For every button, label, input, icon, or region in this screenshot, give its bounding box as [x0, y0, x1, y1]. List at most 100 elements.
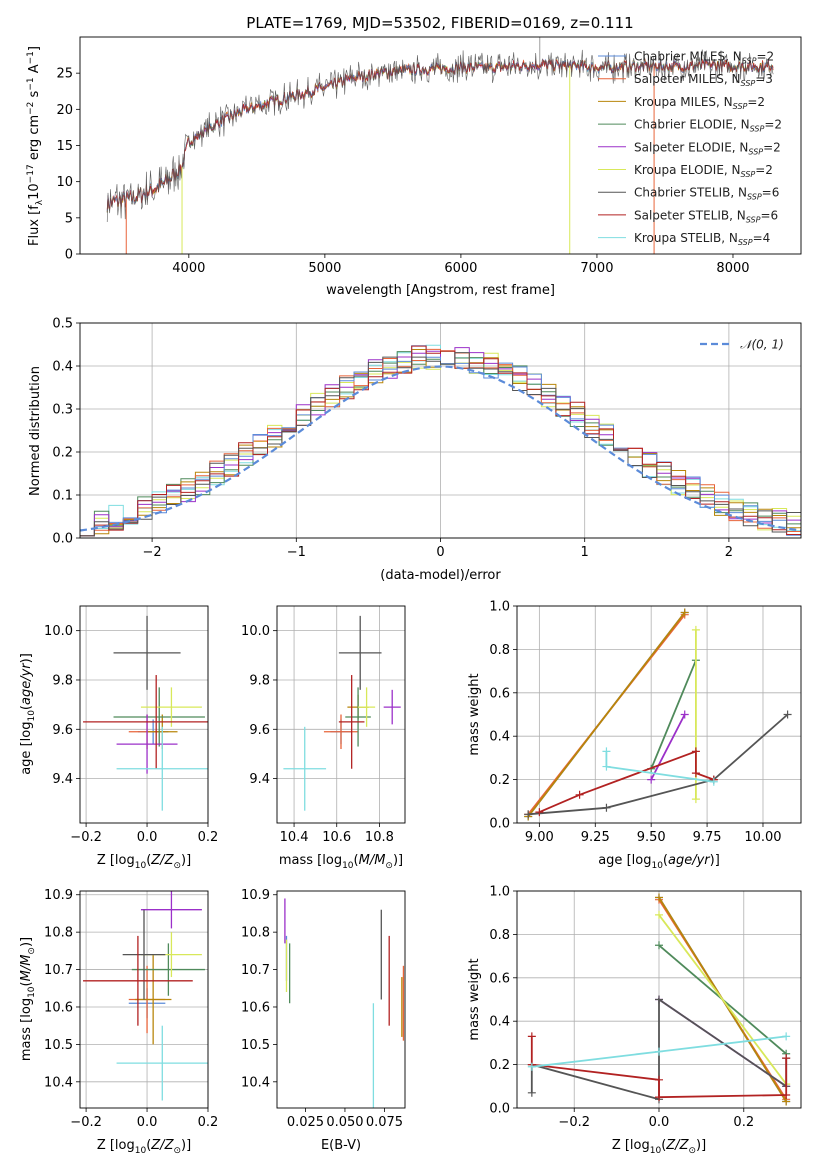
y-tick-label: 0.3	[52, 403, 73, 418]
y-tick-label: 9.4	[249, 772, 270, 787]
weight-marker	[527, 1062, 536, 1071]
axes-frame	[276, 890, 406, 1109]
legend-label: Salpeter MILES, NSSP=3	[634, 72, 773, 88]
y-axis-label-part: 10	[27, 710, 37, 722]
y-tick-label: 10.8	[44, 926, 73, 941]
weight-marker	[691, 625, 700, 634]
grid	[80, 606, 209, 823]
y-tick-label: 0.2	[52, 446, 73, 461]
y-tick-label: 9.6	[52, 723, 73, 738]
legend-label-tail: =2	[763, 140, 781, 154]
plot-area	[80, 344, 801, 537]
plot-area	[524, 608, 792, 821]
legend-label-main: Chabrier STELIB, N	[634, 186, 747, 200]
y-axis-label-part: (	[19, 705, 34, 710]
spectrum-line-6	[106, 49, 774, 223]
weight-line-5	[658, 914, 787, 1085]
x-tick-label: 6000	[444, 261, 477, 276]
x-tick-label: 2	[725, 545, 733, 560]
x-axis-label-part: Z [log	[97, 853, 135, 868]
weight-marker	[602, 762, 611, 771]
weight-line-4	[650, 714, 686, 781]
y-tick-label: 10.6	[44, 1000, 73, 1015]
weight-marker	[783, 710, 792, 719]
axes-frame	[79, 890, 209, 1109]
y-tick-label: 0.0	[52, 532, 73, 547]
grid	[517, 605, 801, 824]
x-axis-label-part: 10	[650, 1146, 662, 1156]
residuals-panel: −2 −1 0 1 2 0.0 0.1 0.2 0.3 0.4 0.5 (data-model)/er…	[28, 317, 802, 583]
weight-marker	[709, 777, 718, 786]
x-tick-label: 9.00	[525, 830, 554, 845]
x-axis-label-part: 10	[135, 861, 147, 871]
x-axis-label-part: 10	[342, 861, 354, 871]
normal-reference-curve	[80, 365, 801, 532]
y-tick-label: 0.2	[489, 1058, 510, 1073]
plot-area	[83, 891, 208, 1101]
weight-line-3	[650, 659, 697, 770]
y-axis-label-part: ]	[27, 46, 42, 51]
x-tick-label: 0.0	[649, 1115, 670, 1130]
y-axis-label-part: −1	[26, 51, 36, 64]
legend-label-sub: SSP	[747, 193, 762, 202]
x-tick-label: −0.2	[558, 1115, 590, 1130]
histogram-series-0	[80, 345, 801, 537]
y-tick-label: 1.0	[489, 600, 510, 615]
weight-marker	[602, 803, 611, 812]
weight-marker	[691, 795, 700, 804]
y-tick-label: 10.7	[44, 963, 73, 978]
spectrum-line-7	[106, 59, 774, 210]
weight-marker	[680, 710, 689, 719]
y-tick-label: 10.8	[241, 926, 270, 941]
legend-label: Chabrier MILES, NSSP=2	[634, 50, 774, 66]
weight-line-2	[527, 611, 686, 818]
figure-title: PLATE=1769, MJD=53502, FIBERID=0169, z=0…	[246, 14, 633, 32]
x-axis-label-part: Z/Z	[665, 1138, 689, 1153]
x-axis-label-part: ⊙	[385, 861, 393, 871]
y-tick-label: 10.4	[241, 1075, 270, 1090]
y-axis-label: mass weight	[467, 958, 482, 1040]
y-tick-label: 10	[56, 175, 73, 190]
x-axis-label-part: )]	[710, 853, 720, 868]
x-axis-label-part: age/yr	[668, 853, 711, 868]
y-tick-label: 0.0	[489, 1102, 510, 1117]
x-axis-label-part: ⊙	[173, 1146, 181, 1156]
weight-line-6	[528, 713, 789, 816]
axes-frame	[79, 605, 209, 824]
legend-label-sub: SSP	[748, 147, 763, 156]
y-tick-label: 0.6	[489, 686, 510, 701]
x-axis-label: (data-model)/error	[380, 568, 501, 583]
y-axis-label: age [log10(age/yr)]	[19, 653, 37, 775]
weight-marker	[655, 910, 663, 919]
legend-label-main: Kroupa ELODIE, N	[634, 163, 741, 177]
y-tick-label: 10.5	[241, 1038, 270, 1053]
legend-label-main: Kroupa MILES, N	[634, 95, 733, 109]
x-axis-label-part: M/M	[359, 853, 386, 868]
y-tick-label: 1.0	[489, 885, 510, 900]
x-tick-label: 0.025	[287, 1115, 324, 1130]
y-axis-label-part: )]	[19, 653, 34, 663]
y-tick-label: 10.0	[44, 624, 73, 639]
axes-frame	[516, 605, 802, 824]
x-axis-label-part: ⊙	[688, 1146, 696, 1156]
y-axis-label-part: −2	[26, 102, 36, 115]
mass-vs-extinction-panel: 0.025 0.050 0.075 10.4 10.5 10.6 10.7 10.8 10.9 E…	[241, 888, 406, 1153]
y-tick-label: 9.6	[249, 723, 270, 738]
x-axis-label: Z [log10(Z/Z⊙)]	[97, 1138, 191, 1156]
weight-marker	[655, 1047, 663, 1056]
x-tick-label: 9.50	[637, 830, 666, 845]
x-tick-label: 0.050	[326, 1115, 363, 1130]
y-axis-label-part: age [log	[19, 722, 34, 775]
y-tick-label: 20	[56, 103, 73, 118]
histogram-series-7	[80, 345, 801, 537]
legend: Chabrier MILES, NSSP=2 Salpeter MILES, NS…	[598, 50, 782, 247]
y-tick-label: 0.4	[52, 360, 73, 375]
plot-area	[284, 898, 405, 1108]
spectrum-panel: 4000 5000 6000 7000 8000 0 5 10 15 20 25 wavelength…	[26, 36, 802, 298]
legend-label-main: Salpeter STELIB, N	[634, 208, 746, 222]
y-tick-label: 0.4	[489, 730, 510, 745]
y-axis-label: mass weight	[467, 673, 482, 755]
y-axis-label-part: mass [log	[19, 998, 34, 1061]
y-tick-label: 10.5	[44, 1038, 73, 1053]
